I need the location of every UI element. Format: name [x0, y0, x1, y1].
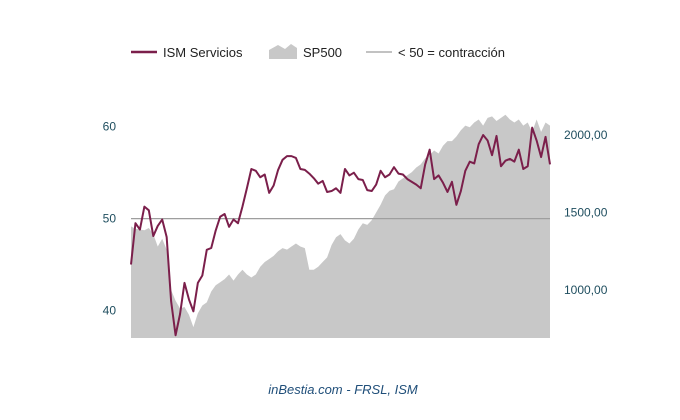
ism-servicios-line [130, 126, 551, 337]
left-axis: 40 50 60 [103, 120, 117, 318]
plot-area [130, 114, 551, 338]
right-axis: 1000,00 1500,00 2000,00 [564, 128, 608, 297]
left-tick-label: 60 [103, 120, 117, 134]
legend-label-sp500: SP500 [303, 45, 342, 60]
source-caption: inBestia.com - FRSL, ISM [268, 382, 418, 397]
left-tick-label: 40 [103, 303, 117, 317]
right-tick-label: 1500,00 [564, 205, 608, 219]
legend-label-threshold: < 50 = contracción [398, 45, 505, 60]
right-tick-label: 1000,00 [564, 283, 608, 297]
legend-label-ism: ISM Servicios [163, 45, 243, 60]
legend: ISM Servicios SP500 < 50 = contracción [131, 44, 505, 60]
sp500-area [131, 114, 550, 338]
right-tick-label: 2000,00 [564, 128, 608, 142]
left-tick-label: 50 [103, 212, 117, 226]
legend-swatch-sp500 [269, 44, 297, 59]
